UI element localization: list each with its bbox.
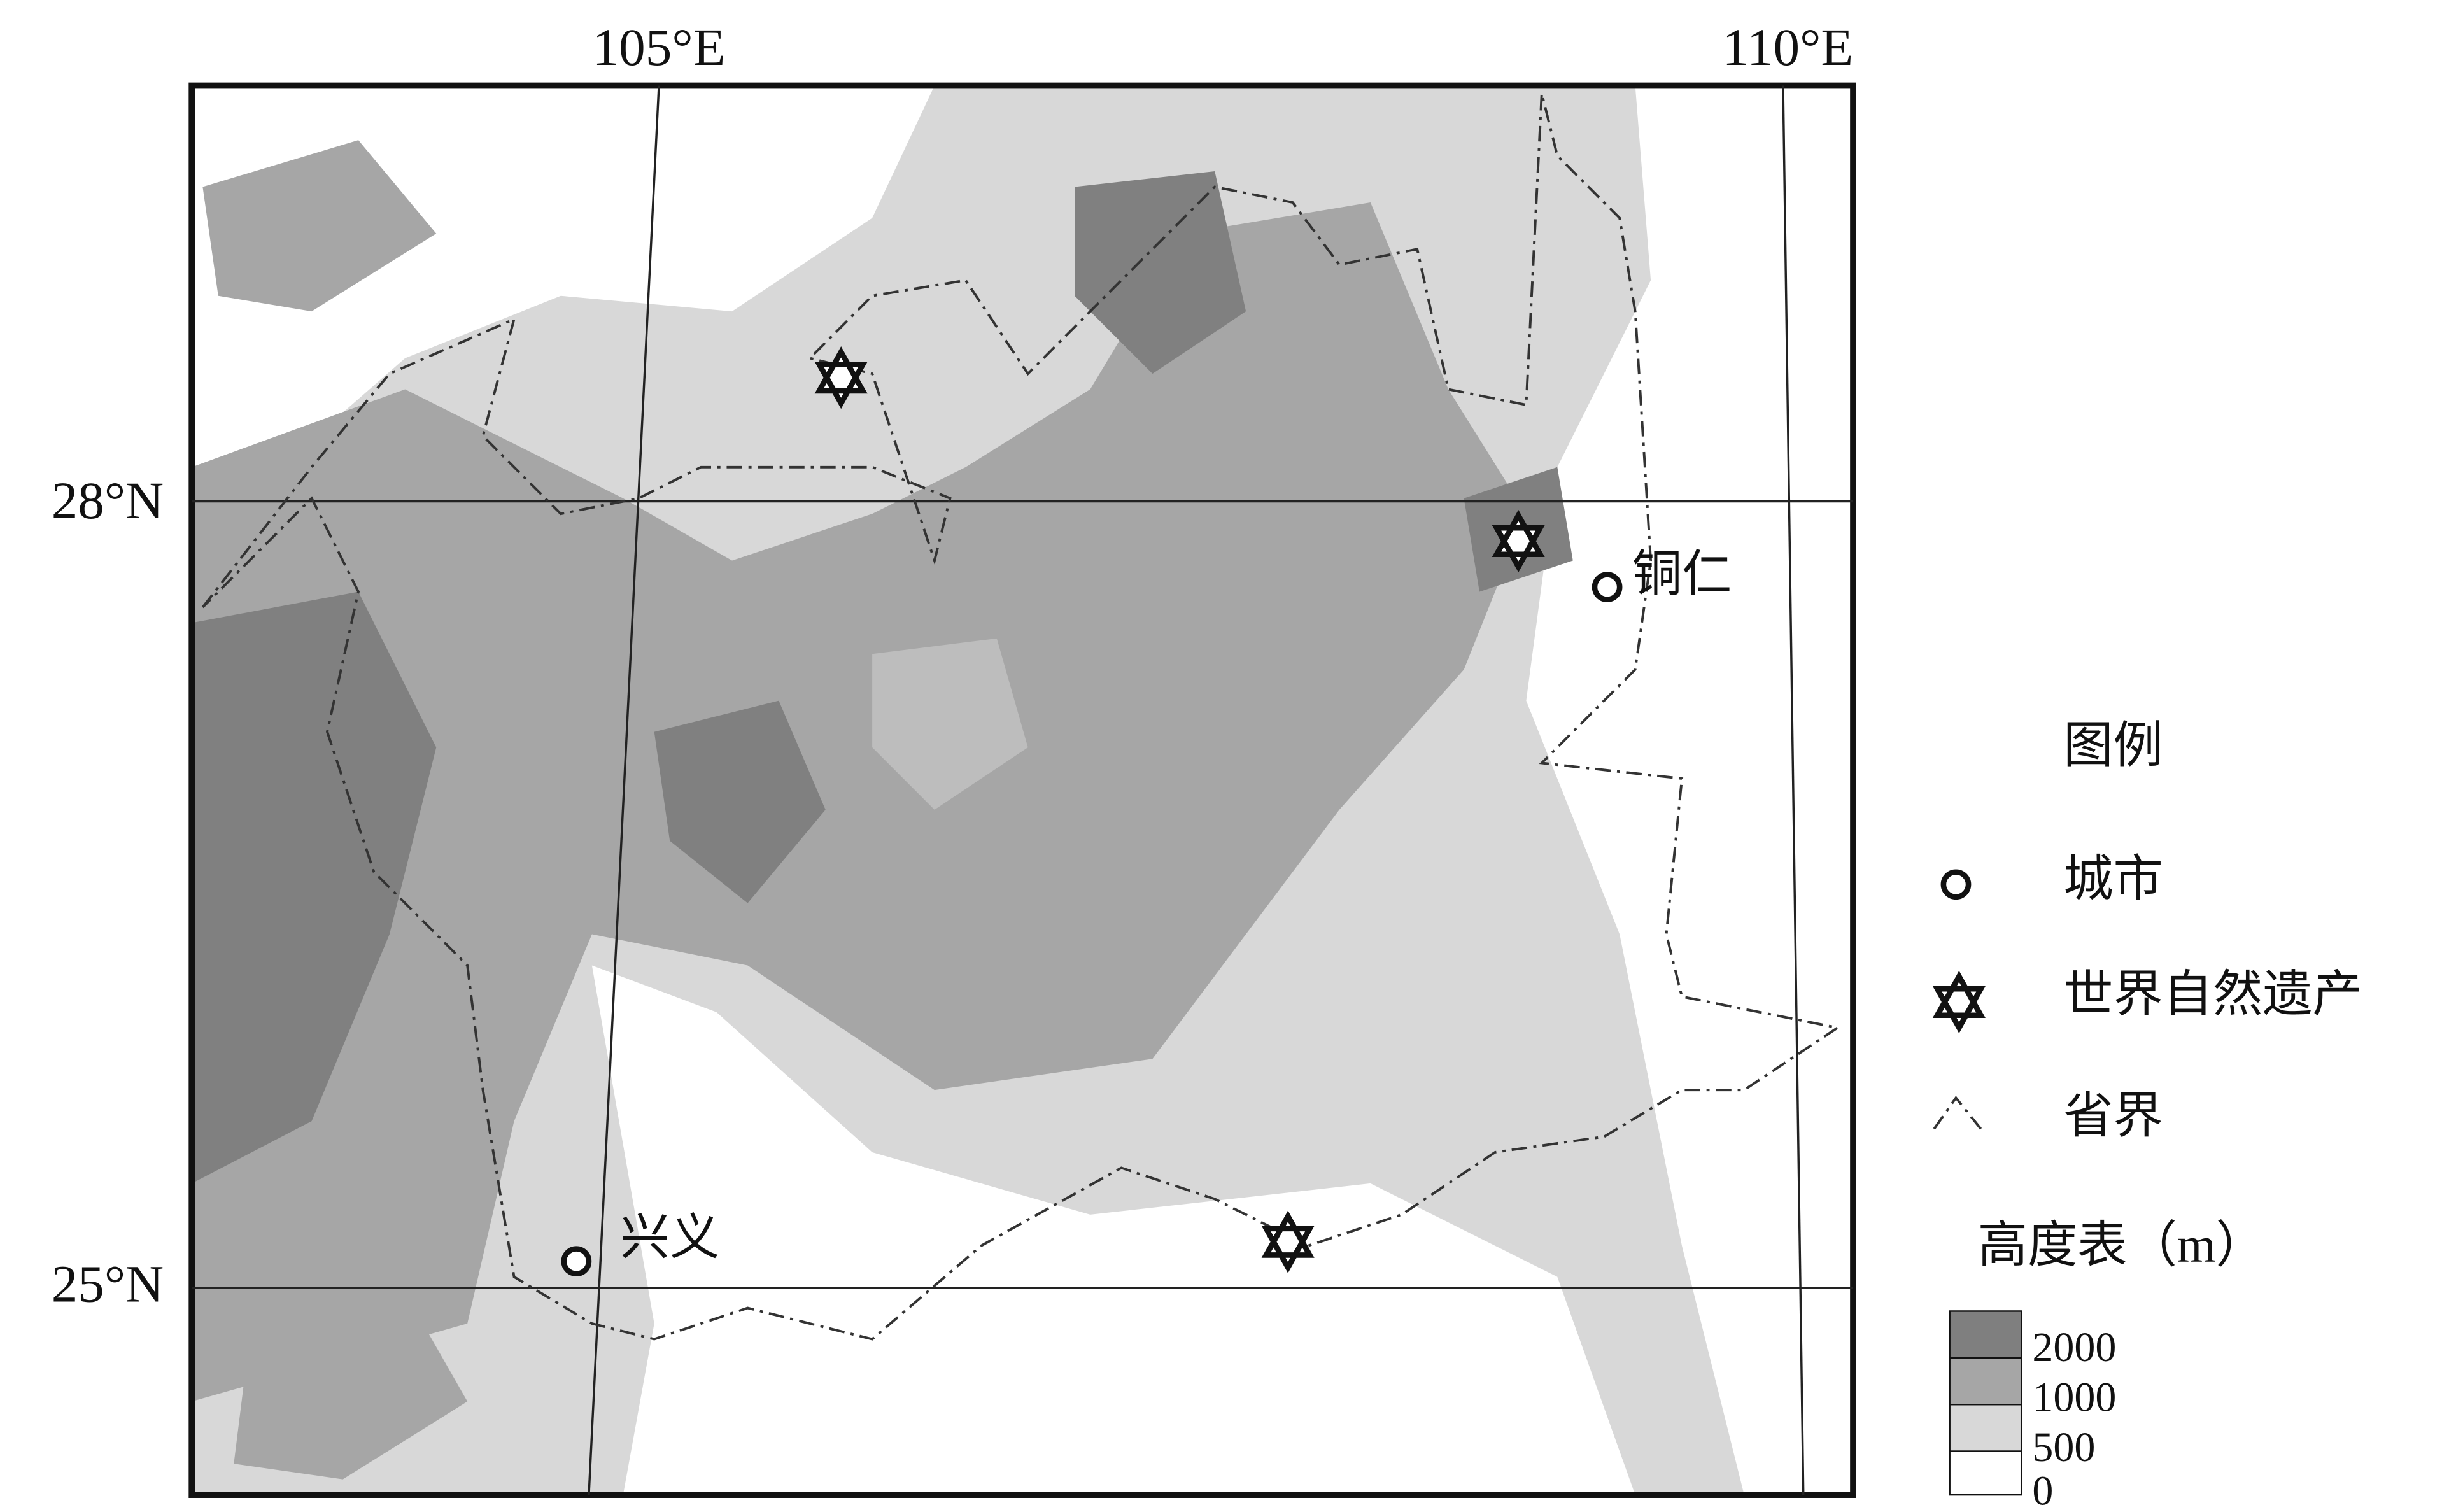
terrain-2000: [1075, 171, 1246, 374]
legend-star-icon: [1932, 970, 1986, 1034]
terrain-0: [591, 965, 1635, 1495]
province-border: [201, 93, 1841, 1341]
latitude-label: 25°N: [52, 1254, 164, 1313]
legend-item: 省界: [2063, 1088, 2163, 1143]
elevation-swatch: [1949, 1357, 2022, 1406]
legend-border-icon: [1933, 1096, 1982, 1130]
heritage-star: [1261, 1210, 1315, 1273]
heritage-sites: [814, 346, 1545, 1273]
elevation-swatch: [1949, 1404, 2022, 1452]
terrain-2000: [192, 591, 437, 1183]
legend-item: 城市: [2063, 851, 2163, 907]
terrain: [192, 85, 1854, 1495]
heritage-star: [814, 346, 868, 409]
legend: 图例 城市 世界自然遗产 省界 高度表（m） 2000 1000 500 0: [1932, 717, 2362, 1512]
elevation-label: 0: [2032, 1467, 2053, 1512]
legend-title: 图例: [2063, 717, 2163, 773]
city-marker: [561, 1246, 592, 1277]
legend-item: 世界自然遗产: [2063, 966, 2362, 1022]
heritage-star: [1492, 509, 1545, 573]
meridian: [1782, 85, 1805, 1495]
legend-city-icon: [1940, 869, 1972, 900]
longitude-label: 105°E: [593, 18, 726, 76]
city-label: 兴义: [620, 1210, 720, 1265]
map-frame: [188, 82, 1856, 1498]
city-label: 铜仁: [1632, 546, 1732, 602]
terrain-0: [1526, 85, 1854, 1495]
meridian: [588, 85, 660, 1495]
city-marker: [1592, 572, 1623, 602]
terrain-2000: [654, 700, 826, 903]
terrain-1000: [234, 1292, 468, 1480]
longitude-label: 110°E: [1722, 18, 1853, 76]
elevation-label: 2000: [2032, 1324, 2116, 1371]
terrain-1000: [202, 140, 437, 312]
elevation-label: 500: [2032, 1424, 2095, 1471]
elevation-title: 高度表（m）: [1978, 1217, 2266, 1273]
terrain-1000: [872, 638, 1028, 810]
elevation-swatch: [1949, 1310, 2022, 1359]
elevation-swatch: [1949, 1450, 2022, 1496]
elevation-label: 1000: [2032, 1374, 2116, 1420]
latitude-label: 28°N: [52, 471, 164, 530]
